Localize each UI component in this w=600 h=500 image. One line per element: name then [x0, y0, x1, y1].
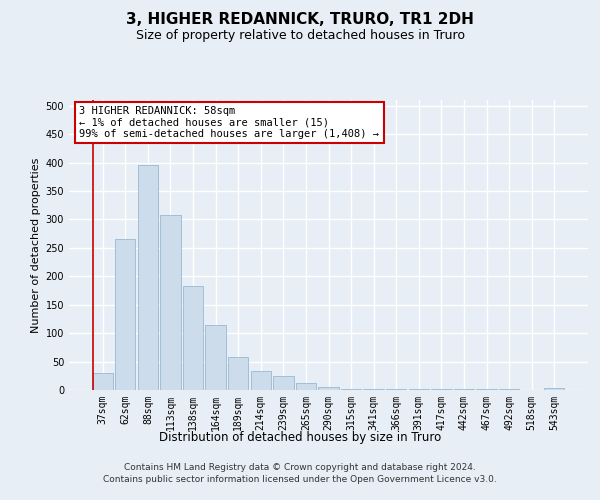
Bar	[341, 389, 361, 390]
Text: Contains public sector information licensed under the Open Government Licence v3: Contains public sector information licen…	[103, 475, 497, 484]
Bar	[92, 373, 113, 390]
Y-axis label: Number of detached properties: Number of detached properties	[31, 158, 41, 332]
Text: Distribution of detached houses by size in Truro: Distribution of detached houses by size …	[159, 431, 441, 444]
Bar	[115, 240, 136, 390]
Bar	[160, 215, 181, 390]
Bar	[544, 388, 565, 390]
Text: 3, HIGHER REDANNICK, TRURO, TR1 2DH: 3, HIGHER REDANNICK, TRURO, TR1 2DH	[126, 12, 474, 28]
Bar	[319, 386, 338, 390]
Text: Contains HM Land Registry data © Crown copyright and database right 2024.: Contains HM Land Registry data © Crown c…	[124, 464, 476, 472]
Bar	[273, 376, 293, 390]
Text: 3 HIGHER REDANNICK: 58sqm
← 1% of detached houses are smaller (15)
99% of semi-d: 3 HIGHER REDANNICK: 58sqm ← 1% of detach…	[79, 106, 379, 139]
Bar	[296, 382, 316, 390]
Bar	[205, 324, 226, 390]
Bar	[228, 357, 248, 390]
Bar	[183, 286, 203, 390]
Text: Size of property relative to detached houses in Truro: Size of property relative to detached ho…	[136, 29, 464, 42]
Bar	[251, 371, 271, 390]
Bar	[138, 166, 158, 390]
